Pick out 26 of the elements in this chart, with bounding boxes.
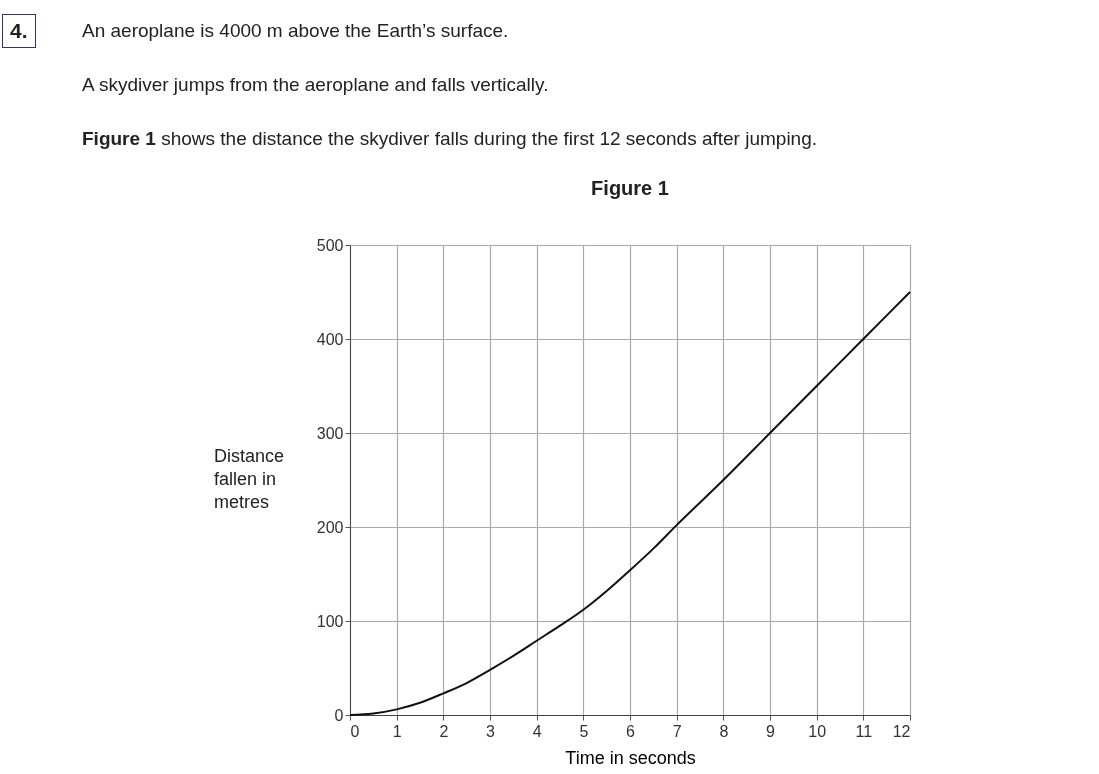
- x-tick-label: 1: [392, 722, 402, 740]
- caption: Figure 1 shows the distance the skydiver falls during the first 12 seconds after jumping.: [82, 128, 818, 150]
- text: 4.: [2, 14, 36, 48]
- x-tick-label: 8: [719, 722, 729, 740]
- x-tick-label: 6: [626, 722, 636, 740]
- y-axis-title: Distance fallen in metres: [214, 445, 286, 514]
- x-tick-label: 7: [672, 722, 682, 740]
- x-tick-label: 9: [766, 722, 776, 740]
- x-tick-label: 5: [579, 722, 589, 740]
- y-tick-label: 500: [316, 236, 344, 254]
- x-tick-label: 10: [808, 722, 827, 740]
- x-tick-label: 12: [892, 722, 911, 740]
- chart-title: Figure 1: [591, 177, 669, 199]
- y-tick-label: 0: [334, 706, 344, 724]
- y-tick-label: 100: [316, 612, 344, 630]
- y-tick-label: 400: [316, 330, 344, 348]
- y-tick-label: 200: [316, 518, 344, 536]
- x-tick-label: 0: [350, 722, 360, 740]
- x-tick-label: 2: [439, 722, 449, 740]
- text: A skydiver jumps from the aeroplane and falls vertically.: [82, 74, 549, 96]
- y-tick-label: 300: [316, 424, 344, 442]
- x-axis-title: Time in seconds: [565, 747, 696, 768]
- x-tick-label: 11: [855, 722, 873, 740]
- x-tick-label: 3: [486, 722, 496, 740]
- x-tick-label: 4: [532, 722, 542, 740]
- text: An aeroplane is 4000 m above the Earth’s surface.: [82, 20, 509, 42]
